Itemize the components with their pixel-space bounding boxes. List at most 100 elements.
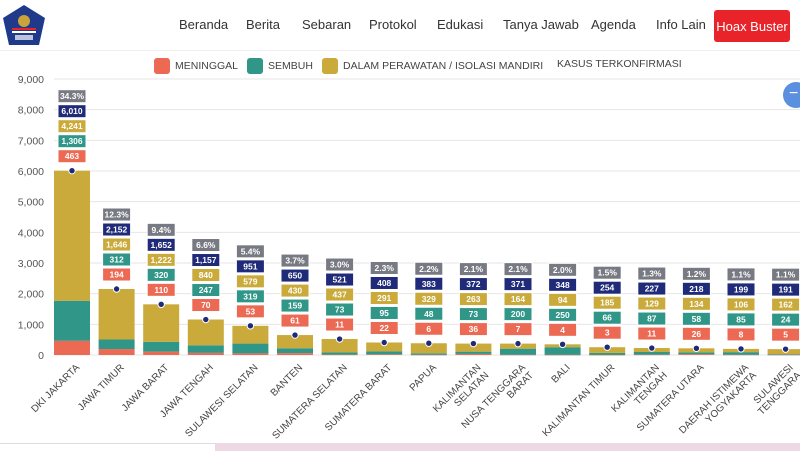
label-meninggal: 11 xyxy=(335,320,344,330)
point-terkonfirmasi xyxy=(157,300,165,309)
label-terkonfirmasi: 348 xyxy=(556,280,570,290)
label-terkonfirmasi-box xyxy=(57,104,87,119)
bar-meninggal xyxy=(54,340,90,355)
y-tick-label: 8,000 xyxy=(18,105,44,117)
bar-sembuh xyxy=(500,348,536,355)
y-tick-label: 2,000 xyxy=(18,289,44,301)
label-perawatan: 129 xyxy=(645,299,659,309)
bar-meninggal xyxy=(455,353,492,355)
y-tick-label: 3,000 xyxy=(18,258,44,270)
label-percent-box xyxy=(146,222,176,237)
point-terkonfirmasi xyxy=(335,335,344,343)
label-sembuh: 73 xyxy=(335,305,345,315)
label-terkonfirmasi-box xyxy=(681,281,711,296)
label-meninggal: 36 xyxy=(469,324,479,334)
bar-meninggal xyxy=(723,354,759,356)
label-percent-box xyxy=(503,262,533,277)
bar-sembuh xyxy=(54,300,90,341)
x-tick-label: PAPUA xyxy=(408,362,439,393)
label-perawatan: 1,646 xyxy=(106,240,128,250)
bar-meninggal xyxy=(321,354,358,356)
label-percent: 5.4% xyxy=(241,246,261,256)
bottom-strip-right xyxy=(215,443,800,451)
label-terkonfirmasi-box xyxy=(280,268,310,283)
bar-sembuh xyxy=(723,352,759,355)
label-meninggal: 4 xyxy=(560,325,565,335)
label-sembuh-box xyxy=(458,307,488,322)
bar-sembuh xyxy=(544,347,581,355)
nav-berita[interactable]: Berita xyxy=(246,17,280,32)
label-perawatan-box xyxy=(146,252,176,267)
legend-item-sembuh[interactable]: SEMBUH xyxy=(247,58,313,74)
bar-sembuh xyxy=(232,343,269,354)
label-sembuh: 320 xyxy=(154,270,168,280)
y-tick-label: 9,000 xyxy=(18,74,44,86)
label-sembuh-box xyxy=(57,134,87,149)
bar-sembuh xyxy=(767,354,800,355)
bar-sembuh xyxy=(633,351,670,355)
label-percent: 1.2% xyxy=(687,269,707,279)
zoom-out-button[interactable]: − xyxy=(783,82,800,108)
label-sembuh-box xyxy=(503,307,533,322)
top-navigation-bar: Beranda Berita Sebaran Protokol Edukasi … xyxy=(0,0,800,51)
x-axis-label: PAPUA xyxy=(408,362,439,393)
label-sembuh: 73 xyxy=(469,309,479,319)
nav-beranda[interactable]: Beranda xyxy=(179,17,229,32)
point-terkonfirmasi xyxy=(246,322,255,330)
legend-item-meninggal[interactable]: MENINGGAL xyxy=(154,58,238,74)
nav-info-lain[interactable]: Info Lain xyxy=(656,17,706,32)
bar-sembuh xyxy=(277,348,313,354)
label-perawatan-box xyxy=(191,268,221,283)
nav-agenda[interactable]: Agenda xyxy=(591,17,636,32)
label-sembuh-box xyxy=(592,310,622,325)
label-sembuh: 250 xyxy=(556,310,570,320)
legend-swatch-meninggal xyxy=(154,58,170,74)
label-perawatan: 94 xyxy=(558,295,568,305)
legend-label: MENINGGAL xyxy=(175,60,239,72)
label-perawatan-box xyxy=(325,287,355,302)
label-sembuh-box xyxy=(191,283,221,298)
bar-meninggal xyxy=(366,354,403,355)
nav-protokol[interactable]: Protokol xyxy=(369,17,417,32)
hoax-buster-button[interactable]: Hoax Buster xyxy=(714,10,790,42)
label-meninggal-box xyxy=(637,326,667,341)
bar-sembuh xyxy=(366,351,403,355)
bar-sembuh xyxy=(321,352,358,355)
bar-meninggal xyxy=(589,354,626,356)
label-percent-box xyxy=(235,244,265,259)
label-percent-box xyxy=(280,253,310,268)
label-percent: 2.2% xyxy=(419,264,439,274)
label-perawatan: 291 xyxy=(377,293,391,303)
label-perawatan: 185 xyxy=(600,298,614,308)
label-perawatan-box xyxy=(592,295,622,310)
label-percent: 2.1% xyxy=(464,264,484,274)
label-meninggal-box xyxy=(548,322,578,337)
legend-item-terkonfirmasi[interactable]: KASUS TERKONFIRMASI xyxy=(557,58,682,70)
x-tick-label: BANTEN xyxy=(269,362,305,398)
label-sembuh: 66 xyxy=(602,313,612,323)
nav-tanya-jawab[interactable]: Tanya Jawab xyxy=(503,17,579,32)
x-tick-label: SULAWESI SELATAN xyxy=(183,362,260,439)
nav-edukasi[interactable]: Edukasi xyxy=(437,17,484,32)
covid-task-force-logo[interactable] xyxy=(2,4,46,46)
label-perawatan-box xyxy=(548,292,578,307)
bottom-strip-left xyxy=(0,443,215,452)
label-perawatan-box xyxy=(726,297,756,312)
label-percent: 1.5% xyxy=(598,268,618,278)
label-percent: 2.0% xyxy=(553,265,573,275)
label-perawatan-box xyxy=(637,296,667,311)
label-perawatan: 106 xyxy=(734,299,748,309)
point-terkonfirmasi xyxy=(68,166,76,175)
chart-legend: MENINGGAL SEMBUH DALAM PERAWATAN / ISOLA… xyxy=(0,58,800,76)
label-meninggal: 26 xyxy=(692,329,702,339)
legend-item-perawatan[interactable]: DALAM PERAWATAN / ISOLASI MANDIRI xyxy=(322,58,543,74)
label-perawatan: 329 xyxy=(422,294,436,304)
nav-sebaran[interactable]: Sebaran xyxy=(302,17,352,32)
label-sembuh: 200 xyxy=(511,309,525,319)
legend-swatch-perawatan xyxy=(322,58,338,74)
label-meninggal-box xyxy=(57,149,87,164)
label-sembuh-box xyxy=(102,252,132,267)
x-tick-label: SUMATERA SELATAN xyxy=(270,362,349,441)
label-terkonfirmasi: 372 xyxy=(466,279,480,289)
